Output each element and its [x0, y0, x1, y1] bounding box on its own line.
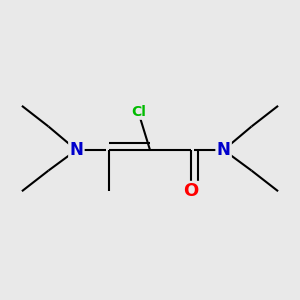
Text: N: N [217, 141, 230, 159]
Text: N: N [70, 141, 83, 159]
Text: Cl: Cl [131, 105, 146, 119]
Text: O: O [184, 182, 199, 200]
